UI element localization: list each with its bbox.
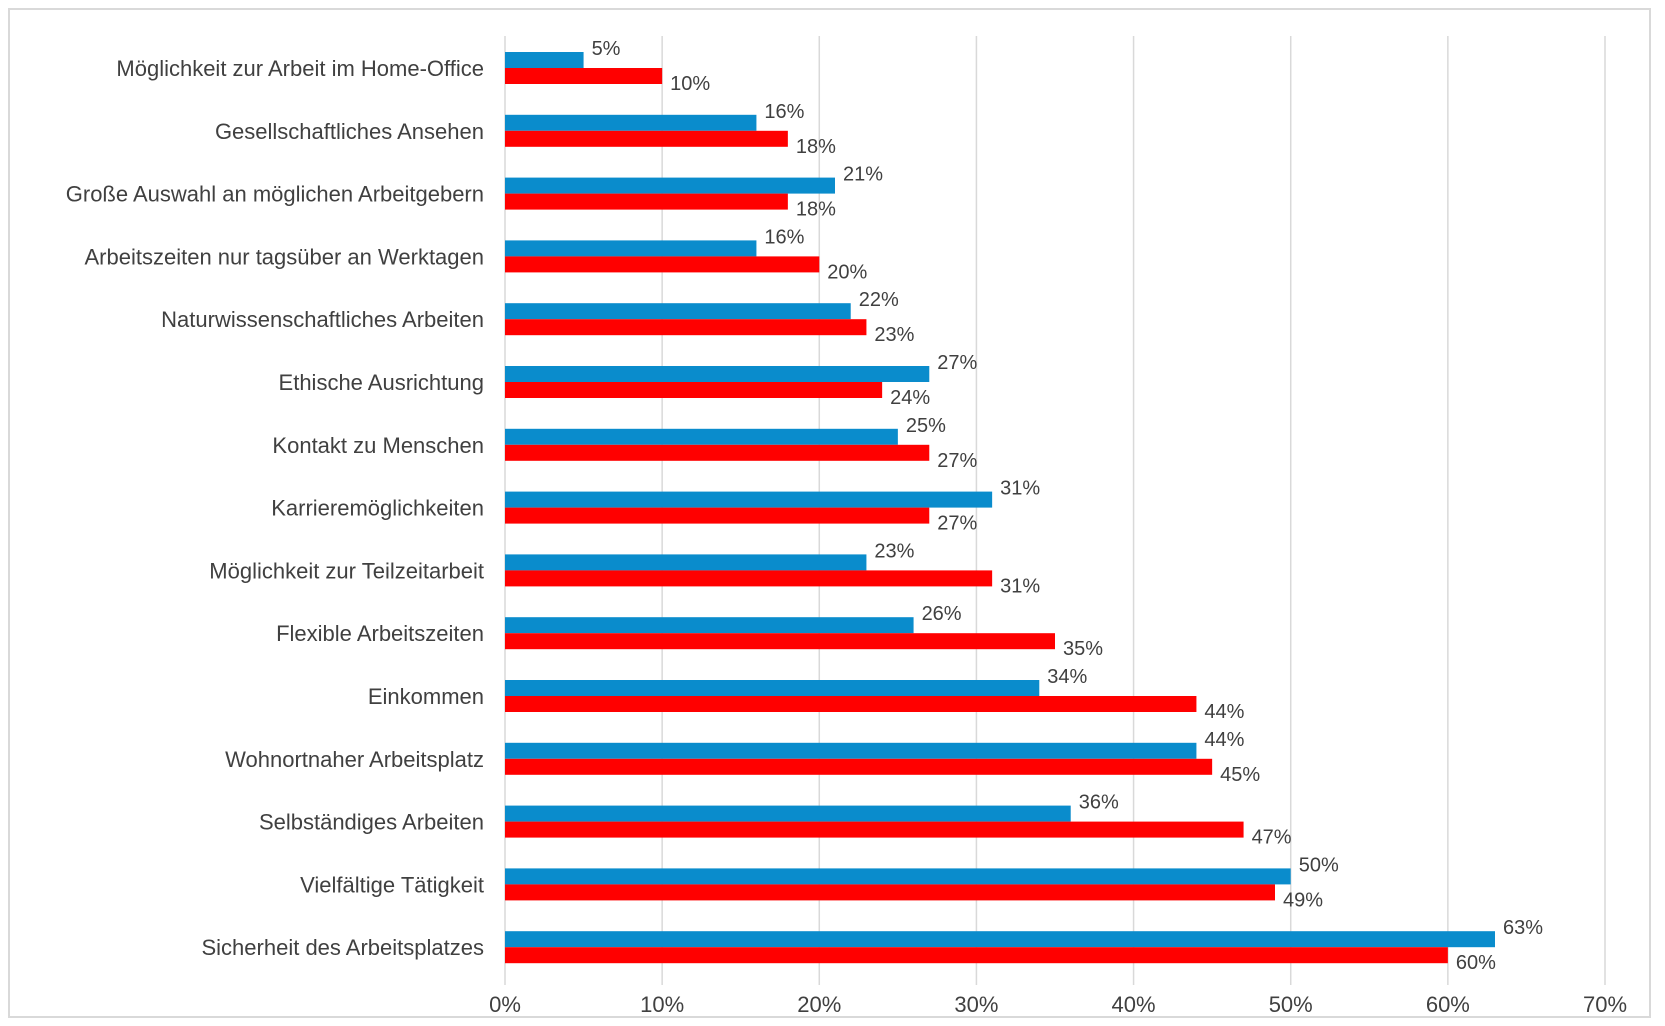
data-label: 34% <box>1047 666 1087 688</box>
data-label: 49% <box>1283 889 1323 911</box>
bar-series-1 <box>505 868 1291 885</box>
bar-series-1 <box>505 366 930 382</box>
bar-series-1 <box>505 680 1040 696</box>
data-label: 50% <box>1299 854 1339 876</box>
data-label: 21% <box>843 164 883 186</box>
data-label: 27% <box>937 513 977 535</box>
category-label: Möglichkeit zur Teilzeitarbeit <box>209 558 484 583</box>
bar-series-2 <box>505 821 1244 838</box>
x-tick-label: 60% <box>1426 992 1470 1017</box>
category-label: Selbständiges Arbeiten <box>259 810 484 835</box>
category-label: Wohnortnaher Arbeitsplatz <box>225 747 484 772</box>
bar-series-1 <box>505 177 835 194</box>
data-label: 47% <box>1252 827 1292 849</box>
bar-series-2 <box>505 193 788 210</box>
data-label: 27% <box>937 352 977 374</box>
x-tick-label: 40% <box>1112 992 1156 1017</box>
category-label: Karrieremöglichkeiten <box>271 496 484 521</box>
data-label: 36% <box>1079 792 1119 814</box>
bar-series-2 <box>505 758 1213 775</box>
data-label: 20% <box>827 261 867 283</box>
bar-series-1 <box>505 240 757 257</box>
x-tick-label: 20% <box>797 992 841 1017</box>
bar-series-1 <box>505 742 1197 759</box>
category-label: Arbeitszeiten nur tagsüber an Werktagen <box>85 244 485 269</box>
category-label: Möglichkeit zur Arbeit im Home-Office <box>116 56 484 81</box>
bar-series-2 <box>505 570 993 587</box>
data-label: 44% <box>1204 729 1244 751</box>
bar-series-2 <box>505 319 867 336</box>
bar-series-2 <box>505 884 1275 901</box>
bar-series-2 <box>505 256 820 273</box>
category-label: Vielfältige Tätigkeit <box>300 872 484 897</box>
bar-series-2 <box>505 130 788 147</box>
category-label: Große Auswahl an möglichen Arbeitgebern <box>66 182 484 207</box>
category-label: Naturwissenschaftliches Arbeiten <box>161 307 484 332</box>
data-label: 60% <box>1456 952 1496 974</box>
data-label: 18% <box>796 199 836 221</box>
x-tick-label: 70% <box>1583 992 1627 1017</box>
data-label: 63% <box>1503 917 1543 939</box>
data-label: 22% <box>859 289 899 311</box>
bar-series-1 <box>505 428 898 445</box>
labels: 0% 10% 20% 30% 40% 50% 60% 70% Möglichkeit zur A… <box>66 38 1627 1017</box>
bar-series-2 <box>505 68 663 84</box>
category-label: Kontakt zu Menschen <box>272 433 484 458</box>
data-label: 23% <box>874 324 914 346</box>
bar-series-2 <box>505 382 883 398</box>
bar-series-1 <box>505 554 867 571</box>
data-label: 18% <box>796 136 836 158</box>
bar-series-1 <box>505 805 1071 822</box>
data-label: 5% <box>592 38 621 60</box>
bar-series-1 <box>505 491 993 508</box>
x-tick-label: 30% <box>954 992 998 1017</box>
bar-series-1 <box>505 52 584 68</box>
category-label: Einkommen <box>368 684 484 709</box>
bar-series-1 <box>505 114 757 131</box>
category-label: Gesellschaftliches Ansehen <box>215 119 484 144</box>
category-label: Sicherheit des Arbeitsplatzes <box>202 935 485 960</box>
data-label: 23% <box>874 540 914 562</box>
data-label: 16% <box>764 101 804 123</box>
x-tick-label: 0% <box>489 992 521 1017</box>
data-label: 45% <box>1220 764 1260 786</box>
data-label: 27% <box>937 450 977 472</box>
bar-series-1 <box>505 931 1495 948</box>
data-label: 31% <box>1000 478 1040 500</box>
data-label: 16% <box>764 226 804 248</box>
bar-series-2 <box>505 444 930 461</box>
bar-series-2 <box>505 507 930 524</box>
bars <box>505 52 1495 964</box>
bar-series-1 <box>505 617 914 634</box>
x-tick-label: 10% <box>640 992 684 1017</box>
data-label: 25% <box>906 415 946 437</box>
data-label: 24% <box>890 387 930 409</box>
category-label: Ethische Ausrichtung <box>279 370 484 395</box>
data-label: 35% <box>1063 638 1103 660</box>
bar-series-2 <box>505 633 1055 650</box>
category-label: Flexible Arbeitszeiten <box>276 621 484 646</box>
bar-series-2 <box>505 696 1197 712</box>
bar-series-2 <box>505 947 1448 964</box>
bar-series-1 <box>505 303 851 320</box>
data-label: 10% <box>670 73 710 95</box>
data-label: 26% <box>922 603 962 625</box>
x-tick-label: 50% <box>1269 992 1313 1017</box>
data-label: 44% <box>1204 701 1244 723</box>
data-label: 31% <box>1000 575 1040 597</box>
